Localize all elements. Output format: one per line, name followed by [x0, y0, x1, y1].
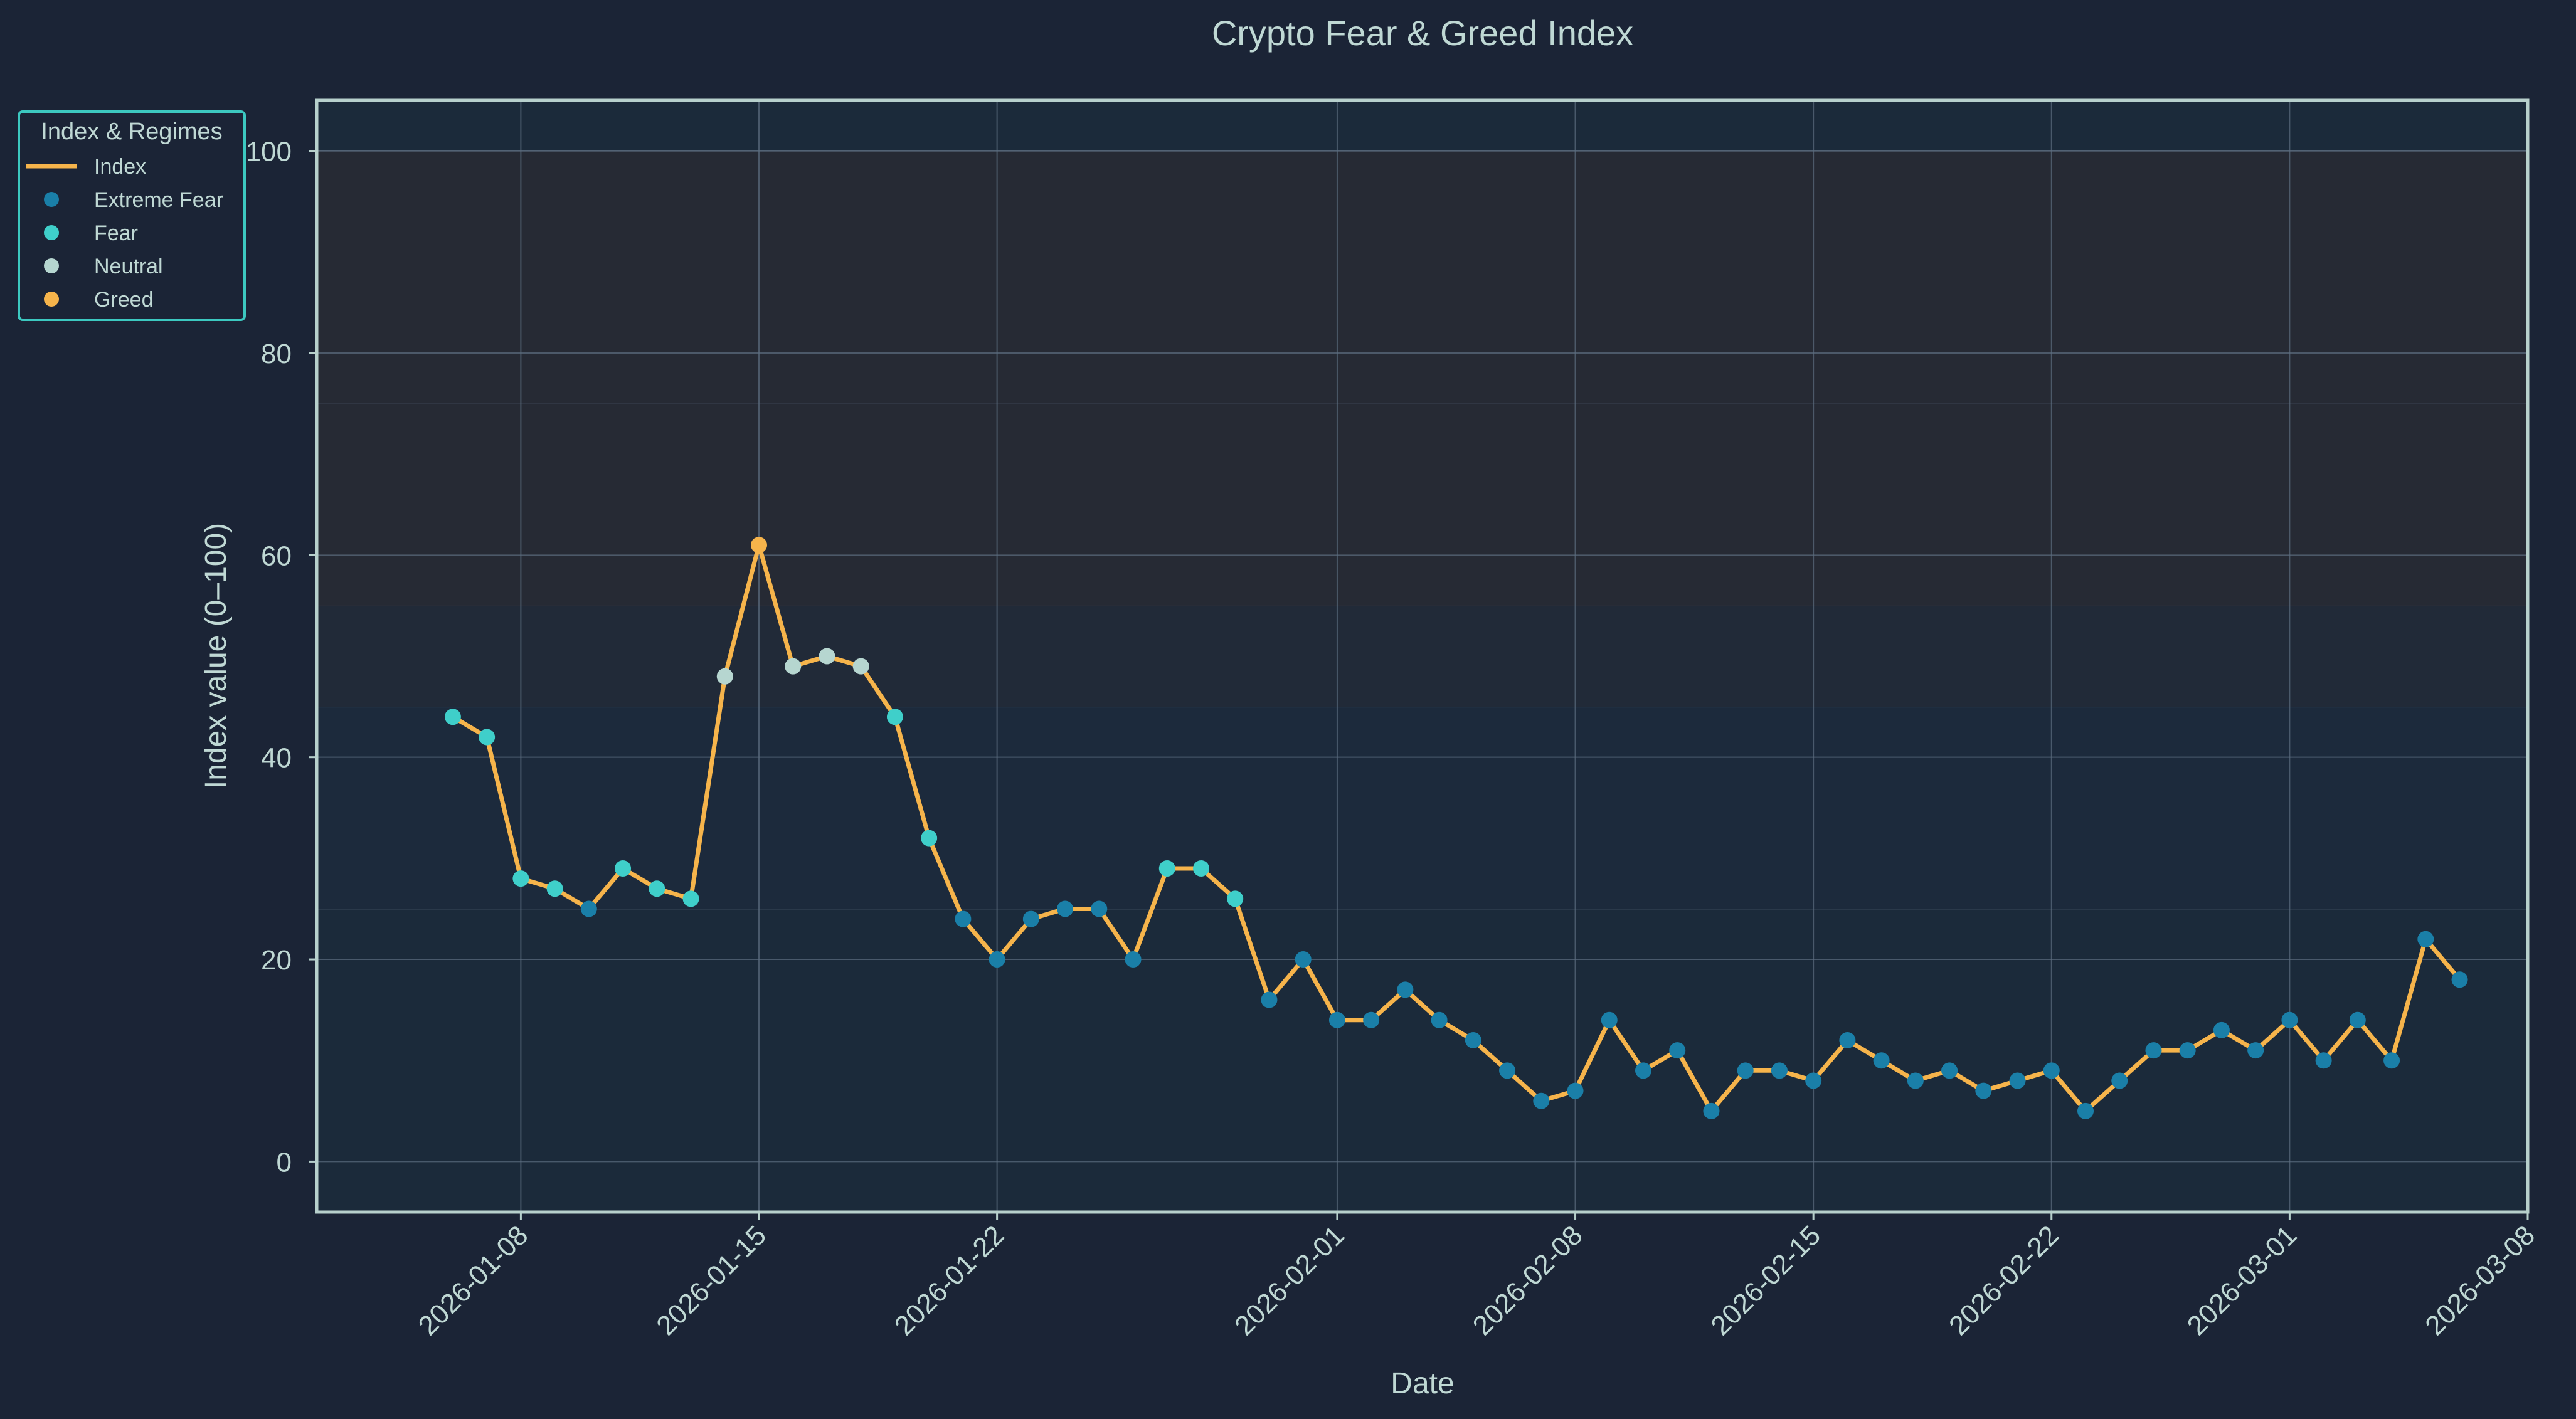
legend-entry-label: Index	[94, 155, 146, 179]
data-point	[1873, 1052, 1890, 1069]
data-point	[512, 870, 529, 887]
y-tick-label: 100	[246, 137, 292, 167]
data-point	[2043, 1062, 2060, 1079]
regime-band-greed	[317, 403, 2528, 606]
regime-band-greed	[317, 150, 2528, 404]
legend-marker-swatch	[44, 192, 59, 207]
legend-entry-label: Extreme Fear	[94, 188, 223, 212]
data-point	[1771, 1062, 1788, 1079]
data-point	[2111, 1072, 2128, 1089]
data-point	[2349, 1011, 2366, 1028]
data-point	[1635, 1062, 1651, 1079]
data-point	[1975, 1082, 1992, 1099]
data-point	[1261, 991, 1278, 1008]
data-point	[1941, 1062, 1958, 1079]
data-point	[2179, 1042, 2196, 1059]
data-point	[2417, 931, 2434, 947]
data-point	[751, 537, 767, 554]
data-point	[1499, 1062, 1516, 1079]
y-tick-label: 60	[261, 541, 292, 571]
legend-marker-swatch	[44, 292, 59, 307]
data-point	[1805, 1072, 1822, 1089]
data-point	[1907, 1072, 1924, 1089]
y-axis-label: Index value (0–100)	[199, 523, 233, 789]
data-point	[1601, 1011, 1618, 1028]
data-point	[1397, 981, 1414, 998]
data-point	[1533, 1092, 1550, 1109]
data-point	[2383, 1052, 2400, 1069]
legend-entry-label: Greed	[94, 288, 154, 312]
data-point	[989, 951, 1005, 968]
data-point	[785, 658, 802, 675]
data-point	[1839, 1031, 1856, 1048]
data-point	[1465, 1031, 1481, 1048]
data-point	[1431, 1011, 1448, 1028]
data-point	[886, 709, 903, 725]
legend-entries: Index Extreme Fear Fear Neutral Greed	[26, 155, 223, 312]
data-point	[2247, 1042, 2264, 1059]
data-point	[1193, 860, 1209, 877]
data-point	[2315, 1052, 2332, 1069]
regime-band-extreme-fear	[317, 909, 2528, 1162]
data-point	[1158, 860, 1175, 877]
y-tick-label: 0	[277, 1147, 292, 1178]
chart-title: Crypto Fear & Greed Index	[1212, 13, 1633, 53]
data-point	[682, 890, 699, 907]
y-axis-ticks: 0 20 40 60 80 100	[246, 137, 317, 1178]
legend-entry-label: Neutral	[94, 255, 163, 278]
data-point	[1737, 1062, 1754, 1079]
data-point	[716, 668, 733, 685]
data-point	[1227, 890, 1244, 907]
data-point	[852, 658, 869, 675]
data-point	[921, 830, 938, 847]
index-series	[444, 537, 2468, 1119]
data-point	[1328, 1011, 1345, 1028]
data-point	[479, 729, 496, 746]
y-tick-label: 20	[261, 945, 292, 976]
data-point	[2145, 1042, 2162, 1059]
legend-marker-swatch	[44, 258, 59, 273]
data-point	[955, 910, 972, 927]
data-point	[444, 709, 461, 725]
y-tick-label: 80	[261, 339, 292, 369]
y-tick-label: 40	[261, 743, 292, 774]
data-point	[1669, 1042, 1686, 1059]
data-point	[1057, 900, 1074, 917]
legend-title: Index & Regimes	[41, 119, 222, 145]
regime-band-fear	[317, 707, 2528, 909]
data-point	[1022, 910, 1039, 927]
data-point	[819, 648, 835, 665]
legend-entry-label: Fear	[94, 221, 138, 245]
data-point	[2213, 1021, 2230, 1038]
x-axis-label: Date	[1391, 1367, 1454, 1400]
regime-band-neutral	[317, 605, 2528, 707]
regime-bands	[317, 100, 2528, 1212]
data-point	[615, 860, 632, 877]
data-point	[1295, 951, 1312, 968]
data-point	[1125, 951, 1142, 968]
legend: Index & Regimes Index Extreme Fear Fear Neu…	[18, 110, 246, 321]
data-point	[580, 900, 597, 917]
data-point	[546, 880, 563, 897]
legend-box	[18, 110, 246, 321]
plot-frame	[315, 98, 2530, 1214]
data-point	[1567, 1082, 1584, 1099]
data-point	[649, 880, 665, 897]
data-point	[1703, 1102, 1720, 1119]
data-point	[2281, 1011, 2298, 1028]
data-point	[2077, 1102, 2094, 1119]
data-point	[1363, 1011, 1380, 1028]
data-point	[2451, 971, 2468, 988]
data-point	[1091, 900, 1108, 917]
legend-marker-swatch	[44, 225, 59, 240]
data-point	[2009, 1072, 2026, 1089]
